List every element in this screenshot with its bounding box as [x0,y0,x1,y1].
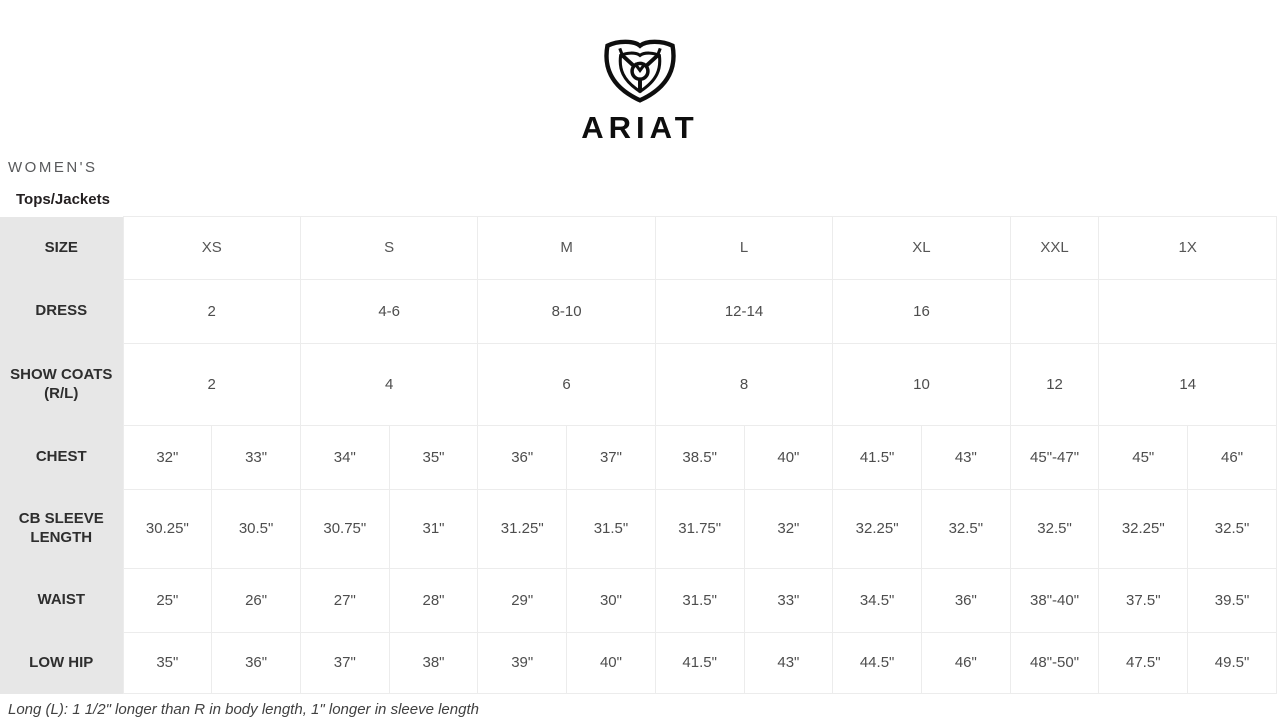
table-cell: 31.5" [566,489,656,569]
table-cell: 4 [299,343,479,426]
table-cell: 39" [477,632,568,694]
table-cell: 35" [388,425,479,490]
category-label: Tops/Jackets [16,191,110,208]
table-cell: 26" [211,568,301,633]
table-cell: 35" [122,632,213,694]
table-cell: 47.5" [1098,632,1189,694]
row-label-waist: WAIST [0,568,123,633]
row-label-show-coats: SHOW COATS (R/L) [0,343,123,426]
table-cell: 45" [1098,425,1189,490]
table-cell: 30.75" [299,489,390,569]
table-cell: 46" [920,632,1011,694]
size-chart-table: SIZE XS S M L XL XXL 1X DRESS 2 4-6 8-10 12-14 16 … [0,216,1277,694]
ariat-shield-logo-icon [604,39,676,103]
table-cell: 4-6 [299,279,479,344]
table-cell: 46" [1187,425,1277,490]
table-cell: 28" [388,568,479,633]
table-cell: 33" [211,425,301,490]
table-cell [1098,279,1277,344]
table-cell: 43" [743,632,834,694]
table-row-show-coats: SHOW COATS (R/L) 2 4 6 8 10 12 14 [0,343,1277,426]
table-cell: 32" [122,425,213,490]
table-cell: 39.5" [1187,568,1277,633]
table-row-waist: WAIST 25" 26" 27" 28" 29" 30" 31.5" 33" 34.5" 36"… [0,568,1277,633]
table-cell: 32.5" [1187,489,1277,569]
size-column-header: M [477,216,656,280]
table-cell: 29" [477,568,568,633]
table-cell: 32.5" [1009,489,1100,569]
table-cell: 32.25" [1098,489,1189,569]
brand-header: ARIAT [0,0,1280,146]
table-cell: 30" [566,568,656,633]
table-cell: 34.5" [832,568,922,633]
row-label-size: SIZE [0,216,123,280]
table-cell: 12 [1009,343,1100,426]
table-row-size: SIZE XS S M L XL XXL 1X [0,216,1277,280]
size-column-header: 1X [1098,216,1277,280]
table-cell: 2 [122,279,301,344]
table-cell: 30.5" [211,489,301,569]
table-cell: 37" [566,425,656,490]
table-cell: 36" [920,568,1011,633]
table-cell: 41.5" [654,632,745,694]
size-column-header: S [299,216,479,280]
table-cell: 25" [122,568,213,633]
table-row-chest: CHEST 32" 33" 34" 35" 36" 37" 38.5" 40" 41.5" 43"… [0,425,1277,490]
row-label-chest: CHEST [0,425,123,490]
table-cell: 37" [299,632,390,694]
table-cell: 10 [832,343,1011,426]
table-cell: 32.25" [832,489,922,569]
table-row-cb-sleeve-length: CB SLEEVE LENGTH 30.25" 30.5" 30.75" 31" 31.… [0,489,1277,569]
table-cell: 38" [388,632,479,694]
row-label-cb-sleeve-length: CB SLEEVE LENGTH [0,489,123,569]
row-label-low-hip: LOW HIP [0,632,123,694]
row-label-dress: DRESS [0,279,123,344]
size-column-header: L [654,216,834,280]
table-cell: 32.5" [920,489,1011,569]
table-cell [1009,279,1100,344]
table-cell: 8-10 [477,279,656,344]
table-cell: 40" [743,425,834,490]
table-cell: 30.25" [122,489,213,569]
table-cell: 32" [743,489,834,569]
table-cell: 40" [566,632,656,694]
table-cell: 31.25" [477,489,568,569]
footnote: Long (L): 1 1/2" longer than R in body l… [8,701,479,718]
table-cell: 16 [832,279,1011,344]
table-cell: 31" [388,489,479,569]
table-cell: 31.75" [654,489,745,569]
table-cell: 36" [477,425,568,490]
table-cell: 34" [299,425,390,490]
table-cell: 37.5" [1098,568,1189,633]
table-cell: 33" [743,568,834,633]
size-column-header: XXL [1009,216,1100,280]
table-cell: 8 [654,343,834,426]
brand-wordmark: ARIAT [581,110,699,145]
table-cell: 12-14 [654,279,834,344]
table-cell: 38.5" [654,425,745,490]
table-row-low-hip: LOW HIP 35" 36" 37" 38" 39" 40" 41.5" 43" 44.5" 4… [0,632,1277,694]
size-column-header: XS [122,216,301,280]
department-label: WOMEN'S [8,159,98,176]
table-cell: 45"-47" [1009,425,1100,490]
size-column-header: XL [832,216,1011,280]
table-cell: 41.5" [832,425,922,490]
table-cell: 49.5" [1187,632,1277,694]
table-cell: 31.5" [654,568,745,633]
table-row-dress: DRESS 2 4-6 8-10 12-14 16 [0,279,1277,344]
table-cell: 43" [920,425,1011,490]
table-cell: 6 [477,343,656,426]
table-cell: 14 [1098,343,1277,426]
table-cell: 44.5" [832,632,922,694]
table-cell: 2 [122,343,301,426]
table-cell: 48"-50" [1009,632,1100,694]
table-cell: 36" [211,632,301,694]
table-cell: 38"-40" [1009,568,1100,633]
table-cell: 27" [299,568,390,633]
